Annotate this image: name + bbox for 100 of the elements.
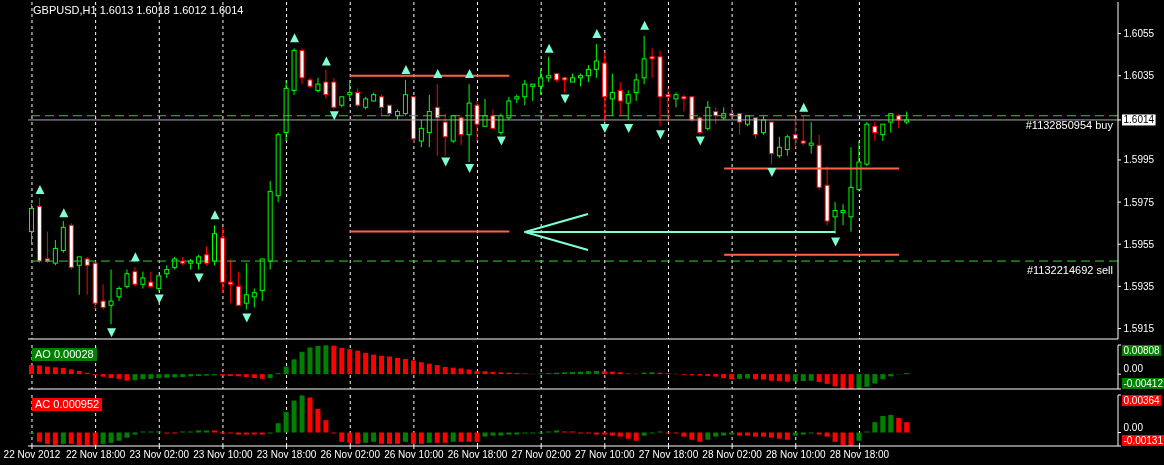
x-tick-label: 22 Nov 2012 [3,449,61,461]
chart-title: GBPUSD,H1 1.6013 1.6018 1.6012 1.6014 [33,4,244,16]
y-tick-label: 0.00364 [1123,395,1161,406]
y-tick-label: 1.6035 [1123,70,1155,82]
candlestick [538,68,544,96]
candlestick [140,271,146,289]
candlestick [100,283,106,311]
y-tick-label: 1.5955 [1123,238,1155,250]
x-tick-label: 26 Nov 18:00 [447,449,508,461]
candlestick [872,121,878,142]
candlestick [609,73,615,117]
candlestick [673,92,679,108]
candlestick [522,79,528,106]
point [242,313,252,323]
ref-line-label: #1132214692 sell [1026,263,1113,276]
candlestick [498,113,504,136]
candlestick [434,83,440,157]
candlestick [633,73,639,102]
candlestick [227,258,233,304]
candlestick [760,115,766,136]
point [194,273,204,283]
candlestick [124,268,130,289]
x-tick-label: 23 Nov 10:00 [193,449,254,461]
x-tick-label: 28 Nov 10:00 [766,449,826,461]
candlestick [617,81,623,117]
x-tick-label: 27 Nov 10:00 [575,449,635,461]
candlestick [418,119,424,148]
candlestick [84,256,90,296]
x-tick-label: 23 Nov 18:00 [256,449,317,461]
y-tick-label: 1.6055 [1123,28,1155,40]
chart-title: AO 0.00028 [32,348,97,361]
point [290,33,300,43]
candlestick [546,56,552,83]
point [544,43,554,53]
y-tick-label: 1.6014 [1123,114,1155,126]
x-tick-label: 26 Nov 10:00 [384,449,445,461]
candlestick [29,203,34,245]
candlestick [649,47,655,79]
point [107,328,117,338]
point [59,208,69,218]
candlestick [776,136,782,159]
candlestick [323,68,329,100]
y-tick-label: 1.5995 [1123,154,1155,166]
candlestick [52,239,58,266]
candlestick [402,79,408,117]
point [329,111,339,121]
x-tick-label: 28 Nov 18:00 [829,449,890,461]
candlestick [800,115,806,146]
candlestick [458,115,464,146]
candlestick [347,79,353,102]
candlestick [593,43,599,79]
y-tick-label: 1.5935 [1123,280,1155,292]
y-tick-label: 0.00808 [1123,345,1161,356]
candlestick [808,121,814,155]
y-tick-label: 0.00 [1123,421,1144,433]
x-tick-label: 22 Nov 18:00 [65,449,126,461]
x-tick-label: 27 Nov 02:00 [511,449,572,461]
point [35,184,45,194]
y-tick-label: 1.5915 [1123,322,1155,334]
candlestick [235,271,241,306]
point [465,163,475,173]
candlestick [442,113,448,157]
point [767,168,777,178]
point [640,20,650,30]
point [831,237,841,247]
candlestick [506,96,512,121]
ref-line-label: #1132850954 buy [1025,118,1114,131]
x-tick-label: 26 Nov 02:00 [320,449,381,461]
point [154,294,164,304]
y-tick-label: -0.00412 [1123,378,1164,389]
candlestick [243,262,249,311]
point [560,94,570,104]
point [799,102,809,112]
point [592,29,602,39]
point [465,69,475,79]
point [656,130,666,140]
y-tick-label: -0.00131 [1123,435,1164,446]
candlestick [840,203,846,226]
point [210,210,220,220]
point [600,123,610,133]
candlestick [60,220,66,254]
candlestick [132,266,138,287]
candlestick [625,89,631,121]
candlestick [355,87,361,108]
candlestick [251,287,257,308]
candlestick [108,268,114,325]
candlestick [681,94,687,113]
candlestick [784,134,790,157]
x-tick-label: 23 Nov 02:00 [129,449,190,461]
candlestick [832,201,838,235]
point [401,64,411,74]
x-tick-label: 28 Nov 02:00 [702,449,763,461]
chart-title: AC 0.000952 [32,398,103,411]
x-tick-label: 27 Nov 18:00 [638,449,699,461]
y-tick-label: 0.00 [1123,363,1144,375]
candlestick [641,35,647,85]
y-tick-label: 1.5975 [1123,196,1155,208]
candlestick [689,96,695,123]
candlestick [379,94,385,117]
candlestick [315,77,321,94]
